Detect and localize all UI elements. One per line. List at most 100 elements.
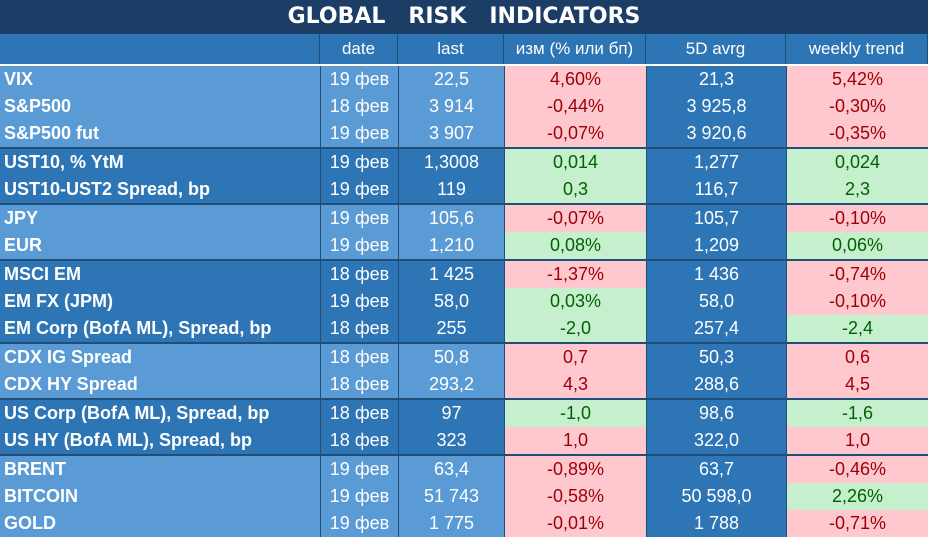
last-value-cell[interactable]: 97 bbox=[398, 400, 504, 427]
weekly-trend-cell[interactable]: 0,06% bbox=[786, 232, 928, 259]
indicator-name-cell[interactable]: BITCOIN bbox=[0, 483, 320, 510]
header-change[interactable]: изм (% или бп) bbox=[504, 34, 646, 64]
indicator-name-cell[interactable]: S&P500 bbox=[0, 93, 320, 120]
avg-5d-cell[interactable]: 257,4 bbox=[646, 315, 786, 342]
avg-5d-cell[interactable]: 21,3 bbox=[646, 66, 786, 93]
weekly-trend-cell[interactable]: -0,71% bbox=[786, 510, 928, 537]
indicator-name-cell[interactable]: CDX IG Spread bbox=[0, 344, 320, 371]
header-5d-avg[interactable]: 5D avrg bbox=[646, 34, 786, 64]
weekly-trend-cell[interactable]: -0,30% bbox=[786, 93, 928, 120]
last-value-cell[interactable]: 3 914 bbox=[398, 93, 504, 120]
weekly-trend-cell[interactable]: -0,74% bbox=[786, 261, 928, 288]
last-value-cell[interactable]: 119 bbox=[398, 176, 504, 203]
weekly-trend-cell[interactable]: -0,10% bbox=[786, 288, 928, 315]
weekly-trend-cell[interactable]: 5,42% bbox=[786, 66, 928, 93]
change-cell[interactable]: 0,7 bbox=[504, 344, 646, 371]
change-cell[interactable]: 0,08% bbox=[504, 232, 646, 259]
indicator-name-cell[interactable]: VIX bbox=[0, 66, 320, 93]
change-cell[interactable]: -0,07% bbox=[504, 205, 646, 232]
date-cell[interactable]: 18 фев bbox=[320, 427, 398, 454]
indicator-name-cell[interactable]: BRENT bbox=[0, 456, 320, 483]
header-last[interactable]: last bbox=[398, 34, 504, 64]
avg-5d-cell[interactable]: 3 920,6 bbox=[646, 120, 786, 147]
date-cell[interactable]: 18 фев bbox=[320, 371, 398, 398]
change-cell[interactable]: 0,014 bbox=[504, 149, 646, 176]
change-cell[interactable]: -0,58% bbox=[504, 483, 646, 510]
indicator-name-cell[interactable]: EM Corp (BofA ML), Spread, bp bbox=[0, 315, 320, 342]
indicator-name-cell[interactable]: JPY bbox=[0, 205, 320, 232]
last-value-cell[interactable]: 1 775 bbox=[398, 510, 504, 537]
weekly-trend-cell[interactable]: 0,6 bbox=[786, 344, 928, 371]
indicator-name-cell[interactable]: EUR bbox=[0, 232, 320, 259]
header-weekly-trend[interactable]: weekly trend bbox=[786, 34, 928, 64]
weekly-trend-cell[interactable]: -2,4 bbox=[786, 315, 928, 342]
weekly-trend-cell[interactable]: 1,0 bbox=[786, 427, 928, 454]
date-cell[interactable]: 19 фев bbox=[320, 232, 398, 259]
avg-5d-cell[interactable]: 58,0 bbox=[646, 288, 786, 315]
avg-5d-cell[interactable]: 1 788 bbox=[646, 510, 786, 537]
indicator-name-cell[interactable]: UST10-UST2 Spread, bp bbox=[0, 176, 320, 203]
header-name-cell[interactable] bbox=[0, 34, 320, 64]
last-value-cell[interactable]: 22,5 bbox=[398, 66, 504, 93]
change-cell[interactable]: -1,0 bbox=[504, 400, 646, 427]
change-cell[interactable]: 1,0 bbox=[504, 427, 646, 454]
last-value-cell[interactable]: 50,8 bbox=[398, 344, 504, 371]
avg-5d-cell[interactable]: 105,7 bbox=[646, 205, 786, 232]
date-cell[interactable]: 19 фев bbox=[320, 120, 398, 147]
avg-5d-cell[interactable]: 63,7 bbox=[646, 456, 786, 483]
change-cell[interactable]: -0,44% bbox=[504, 93, 646, 120]
last-value-cell[interactable]: 1,3008 bbox=[398, 149, 504, 176]
date-cell[interactable]: 19 фев bbox=[320, 510, 398, 537]
change-cell[interactable]: 4,3 bbox=[504, 371, 646, 398]
last-value-cell[interactable]: 323 bbox=[398, 427, 504, 454]
change-cell[interactable]: -0,07% bbox=[504, 120, 646, 147]
date-cell[interactable]: 19 фев bbox=[320, 483, 398, 510]
weekly-trend-cell[interactable]: -0,46% bbox=[786, 456, 928, 483]
indicator-name-cell[interactable]: GOLD bbox=[0, 510, 320, 537]
indicator-name-cell[interactable]: CDX HY Spread bbox=[0, 371, 320, 398]
date-cell[interactable]: 19 фев bbox=[320, 176, 398, 203]
avg-5d-cell[interactable]: 50,3 bbox=[646, 344, 786, 371]
date-cell[interactable]: 18 фев bbox=[320, 261, 398, 288]
last-value-cell[interactable]: 63,4 bbox=[398, 456, 504, 483]
last-value-cell[interactable]: 58,0 bbox=[398, 288, 504, 315]
weekly-trend-cell[interactable]: -0,35% bbox=[786, 120, 928, 147]
change-cell[interactable]: -0,89% bbox=[504, 456, 646, 483]
avg-5d-cell[interactable]: 1,209 bbox=[646, 232, 786, 259]
indicator-name-cell[interactable]: EM FX (JPM) bbox=[0, 288, 320, 315]
change-cell[interactable]: 0,03% bbox=[504, 288, 646, 315]
last-value-cell[interactable]: 255 bbox=[398, 315, 504, 342]
last-value-cell[interactable]: 1,210 bbox=[398, 232, 504, 259]
avg-5d-cell[interactable]: 50 598,0 bbox=[646, 483, 786, 510]
date-cell[interactable]: 18 фев bbox=[320, 400, 398, 427]
indicator-name-cell[interactable]: MSCI EM bbox=[0, 261, 320, 288]
avg-5d-cell[interactable]: 3 925,8 bbox=[646, 93, 786, 120]
change-cell[interactable]: 4,60% bbox=[504, 66, 646, 93]
weekly-trend-cell[interactable]: -1,6 bbox=[786, 400, 928, 427]
date-cell[interactable]: 18 фев bbox=[320, 93, 398, 120]
header-date[interactable]: date bbox=[320, 34, 398, 64]
indicator-name-cell[interactable]: US HY (BofA ML), Spread, bp bbox=[0, 427, 320, 454]
weekly-trend-cell[interactable]: 2,26% bbox=[786, 483, 928, 510]
indicator-name-cell[interactable]: US Corp (BofA ML), Spread, bp bbox=[0, 400, 320, 427]
change-cell[interactable]: -2,0 bbox=[504, 315, 646, 342]
date-cell[interactable]: 19 фев bbox=[320, 456, 398, 483]
change-cell[interactable]: -0,01% bbox=[504, 510, 646, 537]
date-cell[interactable]: 19 фев bbox=[320, 149, 398, 176]
avg-5d-cell[interactable]: 1 436 bbox=[646, 261, 786, 288]
date-cell[interactable]: 18 фев bbox=[320, 315, 398, 342]
avg-5d-cell[interactable]: 322,0 bbox=[646, 427, 786, 454]
date-cell[interactable]: 19 фев bbox=[320, 205, 398, 232]
weekly-trend-cell[interactable]: 2,3 bbox=[786, 176, 928, 203]
weekly-trend-cell[interactable]: -0,10% bbox=[786, 205, 928, 232]
last-value-cell[interactable]: 293,2 bbox=[398, 371, 504, 398]
indicator-name-cell[interactable]: S&P500 fut bbox=[0, 120, 320, 147]
change-cell[interactable]: 0,3 bbox=[504, 176, 646, 203]
last-value-cell[interactable]: 51 743 bbox=[398, 483, 504, 510]
avg-5d-cell[interactable]: 1,277 bbox=[646, 149, 786, 176]
last-value-cell[interactable]: 1 425 bbox=[398, 261, 504, 288]
date-cell[interactable]: 18 фев bbox=[320, 344, 398, 371]
indicator-name-cell[interactable]: UST10, % YtM bbox=[0, 149, 320, 176]
change-cell[interactable]: -1,37% bbox=[504, 261, 646, 288]
avg-5d-cell[interactable]: 288,6 bbox=[646, 371, 786, 398]
